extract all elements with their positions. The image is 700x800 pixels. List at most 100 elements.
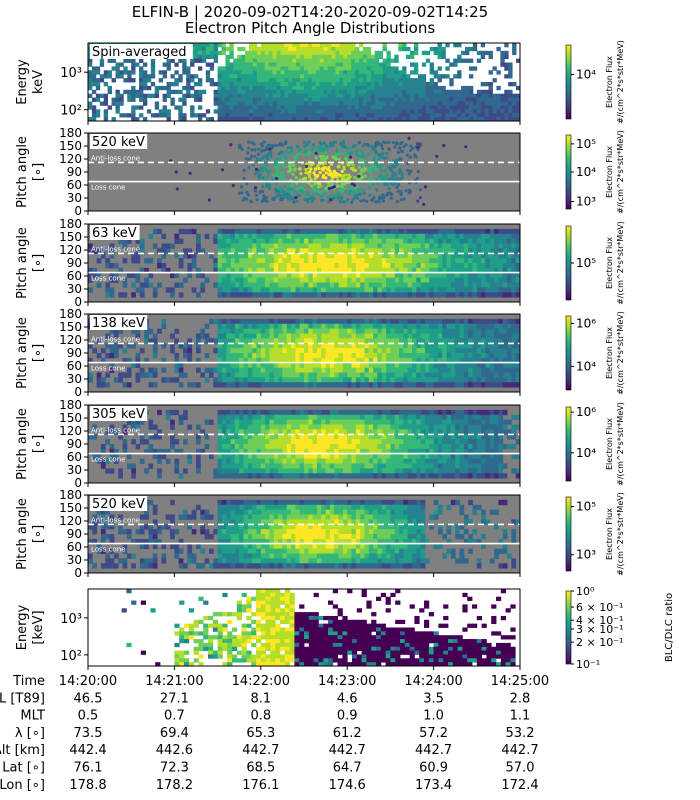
spectrogram-cell [480, 117, 486, 122]
spectrogram-cell [378, 85, 383, 91]
pitch-angle-cell [338, 248, 344, 254]
pitch-angle-cell [329, 287, 335, 293]
pitch-angle-cell [321, 318, 326, 325]
pitch-angle-cell [489, 318, 495, 325]
spectrogram-cell [382, 101, 387, 106]
spectrogram-cell [402, 113, 407, 118]
pitch-angle-cell [351, 272, 357, 279]
pitch-angle-cell [446, 253, 452, 259]
pitch-angle-cell [321, 233, 326, 240]
pitch-angle-cell [507, 243, 512, 249]
spectrogram-cell [504, 54, 509, 59]
pitch-angle-cell [109, 362, 115, 369]
spectrogram-cell [465, 89, 470, 95]
pitch-angle-cell [196, 468, 201, 474]
pitch-angle-cell [230, 248, 236, 254]
pitch-angle-cell [342, 353, 348, 359]
pitch-angle-cell [502, 333, 508, 339]
pitch-angle-cell [412, 323, 417, 330]
spectrogram-cell [366, 82, 372, 87]
pitch-angle-cell [407, 357, 413, 364]
spectrogram-cell [492, 97, 497, 102]
pitch-angle-cell [265, 292, 270, 298]
pitch-angle-cell [468, 233, 473, 240]
pitch-angle-cell [394, 318, 400, 325]
spectrogram-cell [178, 78, 183, 83]
pitch-angle-point [362, 198, 366, 202]
spectrogram-cell [410, 62, 415, 67]
pitch-angle-point [304, 171, 308, 175]
spectrogram-cell [241, 89, 246, 95]
spectrogram-cell [413, 101, 419, 106]
spectrogram-cell [131, 117, 136, 122]
spectrogram-cell [229, 109, 234, 114]
spectrogram-cell [335, 105, 340, 110]
pitch-angle-cell [429, 267, 434, 274]
pitch-angle-cell [239, 353, 244, 359]
pitch-angle-cell [113, 277, 119, 283]
panel-frame [87, 42, 521, 122]
pitch-angle-point [376, 181, 380, 186]
spectrogram-cell [429, 66, 434, 71]
spectrogram-cell [190, 93, 195, 98]
spectrogram-cell [417, 78, 423, 83]
spectrogram-cell [355, 89, 360, 95]
spectrogram-cell [394, 117, 399, 122]
pitch-angle-cell [390, 323, 396, 330]
pitch-angle-cell [459, 248, 465, 254]
spectrogram-cell [264, 89, 270, 95]
spectrogram-cell [245, 66, 250, 71]
spectrogram-cell [233, 89, 238, 95]
spectrogram-cell [91, 89, 97, 95]
pitch-angle-cell [269, 367, 275, 373]
spectrogram-cell [205, 109, 211, 114]
pitch-angle-cell [502, 282, 508, 288]
pitch-angle-cell [494, 253, 499, 259]
pitch-angle-cell [178, 448, 184, 455]
pitch-angle-cell [364, 328, 370, 334]
pitch-angle-cell [476, 243, 482, 249]
pitch-angle-cell [429, 367, 434, 373]
pitch-angle-cell [109, 348, 115, 354]
pitch-angle-cell [342, 248, 348, 254]
pitch-angle-cell [295, 272, 301, 279]
pitch-angle-cell [299, 263, 305, 269]
pitch-angle-cell [148, 372, 154, 378]
spectrogram-cell [476, 97, 482, 102]
pitch-angle-cell [450, 348, 456, 354]
spectrogram-cell [351, 43, 356, 48]
loss-cone-label: Loss cone [91, 184, 125, 192]
pitch-angle-cell [144, 338, 149, 344]
spectrogram-cell [146, 74, 152, 79]
spectrogram-cell [213, 43, 218, 48]
spectrogram-cell [304, 70, 309, 75]
pitch-angle-cell [494, 233, 499, 240]
pitch-angle-cell [420, 292, 426, 298]
pitch-angle-cell [429, 377, 434, 383]
pitch-angle-point [265, 145, 269, 149]
spectrogram-cell [366, 54, 372, 59]
pitch-angle-cell [381, 238, 387, 244]
pitch-angle-cell [399, 338, 404, 344]
pitch-angle-point [240, 185, 244, 189]
pitch-angle-cell [437, 267, 443, 274]
panel-data [88, 318, 521, 388]
pitch-angle-cell [183, 409, 188, 416]
pitch-angle-cell [308, 382, 314, 388]
pitch-angle-cell [221, 377, 227, 383]
spectrogram-cell [472, 113, 478, 118]
spectrogram-cell [358, 101, 364, 106]
pitch-angle-cell [260, 328, 266, 334]
spectrogram-cell [508, 62, 513, 67]
y-tick-label: 150 [59, 320, 82, 334]
spectrogram-cell [95, 93, 101, 98]
pitch-angle-cell [494, 353, 499, 359]
spectrogram-cell [225, 66, 230, 71]
pitch-angle-cell [386, 248, 391, 254]
pitch-angle-cell [459, 228, 465, 235]
pitch-angle-cell [243, 258, 249, 264]
spectrogram-cell [268, 113, 273, 118]
spectrogram-cell [335, 43, 340, 48]
pitch-angle-cell [515, 228, 521, 235]
pitch-angle-cell [334, 248, 339, 254]
